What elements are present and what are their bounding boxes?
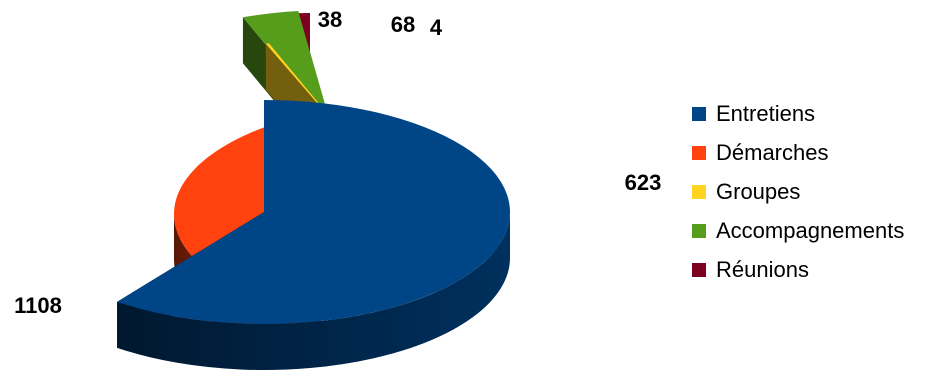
legend-item-demarches: Démarches — [692, 133, 904, 172]
legend-label-reunions: Réunions — [716, 256, 809, 282]
legend-item-entretiens: Entretiens — [692, 94, 904, 133]
legend-item-accompagnements: Accompagnements — [692, 211, 904, 250]
data-label-entretiens: 1108 — [14, 293, 62, 318]
legend-swatch-entretiens — [692, 106, 706, 121]
data-label-reunions: 38 — [318, 7, 342, 32]
slice-top-entretiens — [117, 100, 510, 324]
legend-label-accompagnements: Accompagnements — [716, 217, 905, 243]
legend-swatch-groupes — [692, 184, 706, 199]
legend-item-reunions: Réunions — [692, 250, 904, 289]
legend-swatch-accompagnements — [692, 223, 706, 238]
slice-entretiens — [117, 100, 510, 370]
data-label-groupes: 4 — [430, 15, 443, 40]
legend-label-entretiens: Entretiens — [716, 100, 816, 126]
legend-swatch-reunions — [692, 262, 706, 277]
data-labels: 38 68 4 623 1108 — [14, 7, 661, 318]
data-label-demarches: 623 — [625, 170, 662, 195]
legend-swatch-demarches — [692, 145, 706, 160]
legend: Entretiens Démarches Groupes Accompagnem… — [692, 94, 904, 289]
legend-label-groupes: Groupes — [716, 178, 801, 204]
slices — [117, 10, 510, 370]
slice-side-entretiens — [117, 212, 510, 370]
legend-item-groupes: Groupes — [692, 172, 904, 211]
data-label-accompagnements: 68 — [391, 12, 415, 37]
legend-label-demarches: Démarches — [716, 139, 829, 165]
